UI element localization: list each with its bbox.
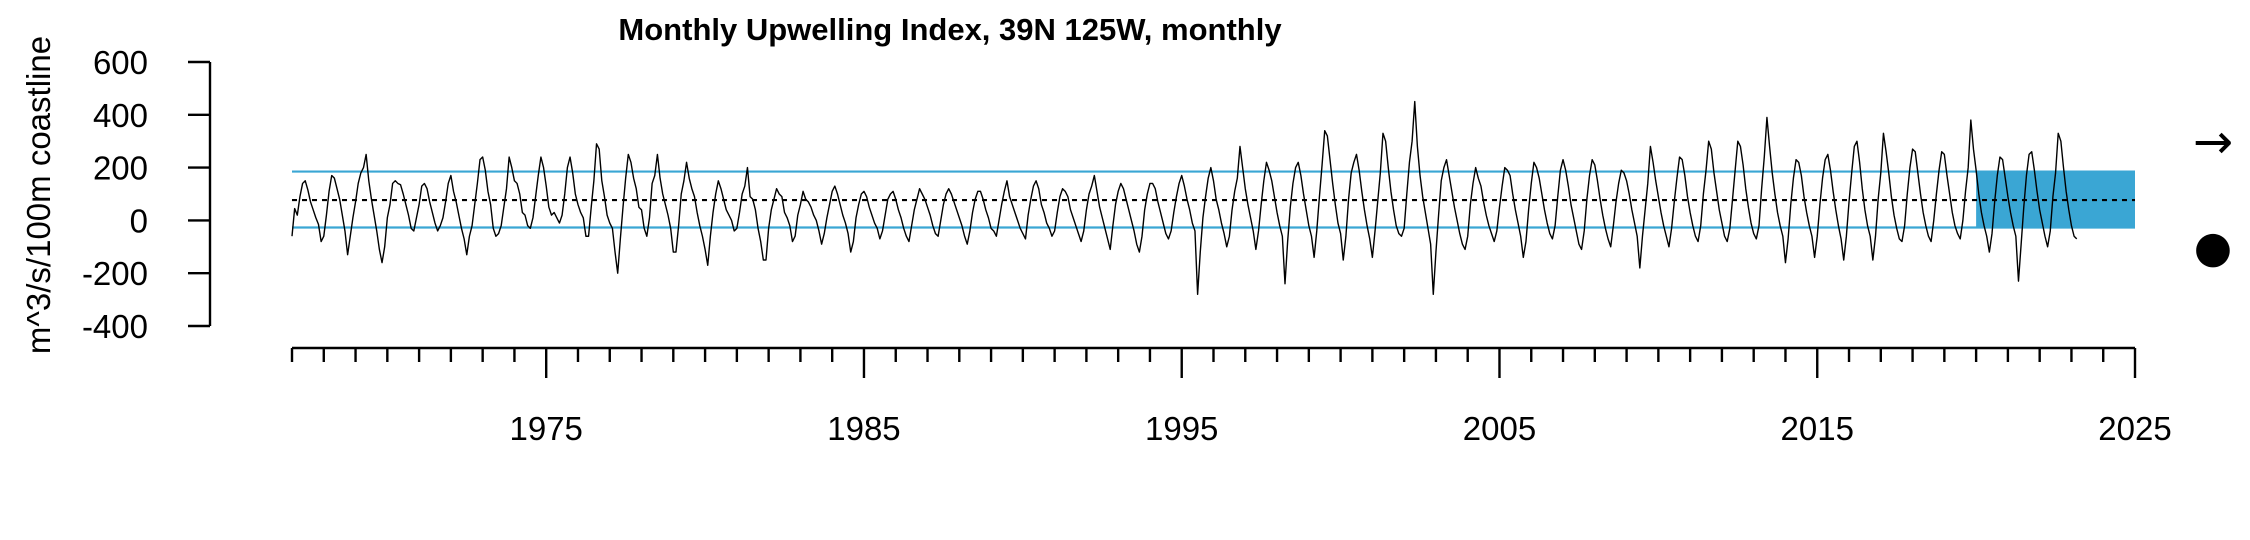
x-tick-label: 2025 — [2098, 410, 2171, 447]
x-axis: 1975 1985 1995 2005 2015 2025 — [290, 346, 2172, 447]
y-axis-label: m^3/s/100m coastline — [20, 36, 57, 354]
y-tick-label: 0 — [130, 202, 148, 239]
x-tick-label: 2015 — [1781, 410, 1854, 447]
y-tick-label: 400 — [93, 97, 148, 134]
y-axis: 600 400 200 0 -200 -400 — [82, 44, 212, 345]
status-dot-icon: ● — [2194, 222, 2232, 273]
x-tick-label: 1985 — [827, 410, 900, 447]
x-tick-label: 1975 — [509, 410, 582, 447]
trend-arrow-icon: → — [2193, 114, 2233, 170]
x-tick-label: 1995 — [1145, 410, 1218, 447]
chart-title: Monthly Upwelling Index, 39N 125W, month… — [618, 12, 1282, 47]
x-tick-label: 2005 — [1463, 410, 1536, 447]
series-line — [291, 100, 2078, 296]
y-tick-label: -400 — [82, 308, 148, 345]
y-tick-label: -200 — [82, 255, 148, 292]
y-tick-label: 200 — [93, 150, 148, 187]
plot-area — [291, 100, 2135, 296]
y-tick-label: 600 — [93, 44, 148, 81]
